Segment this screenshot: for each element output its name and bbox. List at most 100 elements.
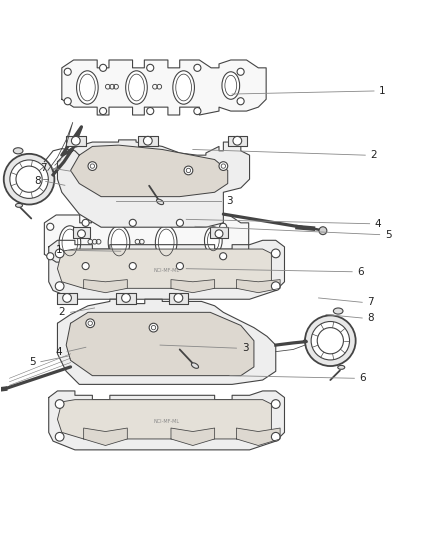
Circle shape — [82, 263, 89, 270]
Polygon shape — [171, 280, 215, 293]
Circle shape — [71, 136, 80, 145]
Text: 6: 6 — [357, 266, 364, 277]
Circle shape — [122, 294, 131, 302]
Text: 2: 2 — [371, 150, 377, 160]
Circle shape — [272, 432, 280, 441]
Circle shape — [82, 219, 89, 227]
Ellipse shape — [338, 366, 345, 369]
Polygon shape — [237, 428, 280, 446]
Circle shape — [4, 154, 54, 205]
Circle shape — [305, 316, 356, 366]
Polygon shape — [73, 227, 90, 238]
Text: 3: 3 — [226, 196, 233, 206]
Ellipse shape — [155, 226, 177, 259]
Ellipse shape — [59, 226, 81, 259]
Polygon shape — [237, 280, 280, 293]
Polygon shape — [117, 293, 136, 304]
Circle shape — [215, 230, 223, 238]
Polygon shape — [84, 280, 127, 293]
Ellipse shape — [222, 72, 240, 99]
Text: 5: 5 — [385, 230, 392, 240]
Polygon shape — [62, 60, 266, 115]
Circle shape — [64, 68, 71, 75]
Text: 8: 8 — [34, 176, 40, 187]
Ellipse shape — [333, 308, 343, 314]
Circle shape — [129, 263, 136, 270]
Ellipse shape — [205, 227, 222, 254]
Circle shape — [147, 108, 154, 115]
Circle shape — [10, 160, 48, 198]
Text: 1: 1 — [379, 86, 386, 96]
Ellipse shape — [15, 204, 22, 207]
Circle shape — [272, 400, 280, 408]
Circle shape — [149, 323, 158, 332]
Circle shape — [129, 219, 136, 227]
Polygon shape — [49, 240, 285, 299]
Text: NCI-MF-ML: NCI-MF-ML — [154, 269, 180, 273]
Circle shape — [219, 253, 227, 260]
Polygon shape — [84, 428, 127, 446]
Polygon shape — [66, 135, 86, 147]
Circle shape — [147, 64, 154, 71]
Text: 5: 5 — [29, 357, 35, 367]
Text: 7: 7 — [367, 297, 374, 308]
Circle shape — [63, 294, 71, 302]
Text: 6: 6 — [360, 373, 366, 383]
Circle shape — [99, 64, 106, 71]
Polygon shape — [49, 391, 285, 450]
Circle shape — [88, 161, 97, 171]
Ellipse shape — [77, 71, 98, 104]
Circle shape — [272, 282, 280, 290]
Polygon shape — [169, 293, 188, 304]
Text: 4: 4 — [375, 219, 381, 229]
Text: 7: 7 — [40, 163, 47, 173]
Circle shape — [311, 321, 350, 360]
Circle shape — [194, 108, 201, 115]
Ellipse shape — [126, 71, 147, 104]
Text: 4: 4 — [55, 346, 62, 357]
Circle shape — [194, 64, 201, 71]
Polygon shape — [71, 145, 228, 197]
Circle shape — [55, 249, 64, 258]
Polygon shape — [57, 400, 272, 439]
Circle shape — [237, 98, 244, 105]
Circle shape — [144, 136, 152, 145]
Polygon shape — [57, 140, 250, 227]
Ellipse shape — [173, 71, 194, 104]
Circle shape — [272, 249, 280, 258]
Circle shape — [237, 68, 244, 75]
Ellipse shape — [156, 199, 164, 205]
Circle shape — [233, 136, 242, 145]
Circle shape — [219, 161, 228, 171]
Circle shape — [319, 227, 327, 235]
Circle shape — [64, 98, 71, 105]
Text: 2: 2 — [59, 308, 65, 317]
Polygon shape — [210, 227, 228, 238]
Circle shape — [78, 230, 85, 238]
Circle shape — [86, 319, 95, 328]
Ellipse shape — [13, 148, 23, 154]
Text: NCI-MF-ML: NCI-MF-ML — [154, 419, 180, 424]
Polygon shape — [57, 299, 276, 384]
Circle shape — [55, 400, 64, 408]
Circle shape — [55, 432, 64, 441]
Text: 8: 8 — [367, 313, 374, 323]
Circle shape — [184, 166, 193, 175]
Polygon shape — [44, 215, 249, 270]
Polygon shape — [138, 135, 158, 147]
Polygon shape — [57, 249, 272, 288]
Polygon shape — [66, 312, 254, 376]
Circle shape — [55, 282, 64, 290]
Text: 1: 1 — [56, 245, 62, 255]
Circle shape — [219, 223, 227, 230]
Polygon shape — [228, 135, 247, 147]
Circle shape — [47, 253, 54, 260]
Ellipse shape — [108, 226, 130, 259]
Text: 3: 3 — [242, 343, 248, 353]
Polygon shape — [57, 293, 77, 304]
Ellipse shape — [191, 363, 198, 368]
Circle shape — [177, 219, 184, 227]
Polygon shape — [171, 428, 215, 446]
Circle shape — [47, 223, 54, 230]
Circle shape — [99, 108, 106, 115]
